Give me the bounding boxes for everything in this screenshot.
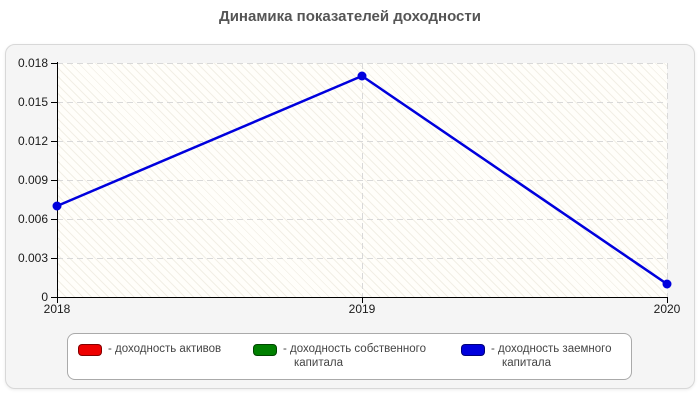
x-tick-label: 2019: [348, 302, 376, 316]
chart-title: Динамика показателей доходности: [219, 8, 481, 25]
y-tick-label: 0.006: [17, 212, 48, 226]
legend-color-swatch: [78, 344, 102, 356]
legend-item: - доходность заемного капитала: [461, 342, 611, 370]
plot-area: [57, 63, 667, 297]
y-tick-label: 0: [41, 290, 48, 304]
legend-item-label: - доходность собственного капитала: [283, 343, 426, 369]
y-tick-label: 0.015: [17, 95, 48, 109]
legend-item: - доходность собственного капитала: [253, 342, 461, 370]
y-tick-label: 0.018: [17, 56, 48, 70]
legend-item: - доходность активов: [78, 342, 253, 356]
y-tick-label: 0.003: [17, 251, 48, 265]
legend-item-label: - доходность активов: [108, 343, 222, 355]
legend-color-swatch: [253, 344, 277, 356]
legend-item-label: - доходность заемного капитала: [491, 343, 612, 369]
legend: - доходность активов - доходность собстве…: [67, 333, 632, 380]
x-tick-label: 2020: [653, 302, 681, 316]
x-tick-label: 2018: [43, 302, 71, 316]
legend-color-swatch: [461, 344, 485, 356]
y-tick-label: 0.012: [17, 134, 48, 148]
y-tick-label: 0.009: [17, 173, 48, 187]
